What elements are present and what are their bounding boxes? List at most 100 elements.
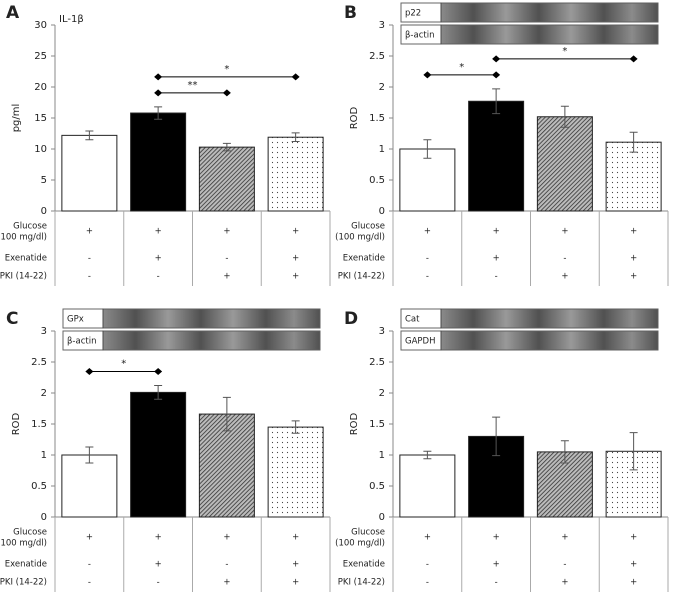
error-bar	[560, 440, 569, 464]
y-tick-label: 2.5	[31, 357, 47, 368]
treatment-label: PKI (14-22)	[338, 578, 385, 588]
significance-label: *	[224, 64, 229, 75]
bar	[61, 134, 118, 212]
treatment-mark: +	[86, 227, 93, 237]
treatment-mark: +	[223, 272, 230, 282]
treatment-mark: -	[426, 254, 429, 264]
error-bar	[222, 396, 231, 432]
blot-label: Cat	[405, 315, 420, 325]
bracket-end	[423, 71, 432, 79]
error-bar	[154, 385, 163, 400]
error-bar	[291, 132, 300, 143]
error-bar	[85, 446, 94, 464]
treatment-mark: -	[225, 560, 228, 570]
treatment-mark: +	[292, 560, 299, 570]
blot-label: β-actin	[405, 31, 434, 41]
blot-label: β-actin	[67, 337, 96, 347]
treatment-mark: +	[223, 227, 230, 237]
treatment-mark: +	[630, 578, 637, 588]
bracket-end	[154, 89, 163, 97]
treatment-label: (100 mg/dl)	[335, 539, 385, 549]
y-tick-label: 30	[34, 20, 47, 31]
y-tick-label: 1	[41, 450, 47, 461]
treatment-mark: -	[426, 272, 429, 282]
treatment-mark: +	[292, 227, 299, 237]
treatment-mark: +	[424, 227, 431, 237]
bar	[399, 454, 456, 518]
error-bar	[629, 432, 638, 471]
y-tick-label: 5	[41, 175, 47, 186]
treatment-mark: -	[495, 578, 498, 588]
error-bar	[85, 130, 94, 141]
bar	[536, 116, 593, 212]
error-bar	[492, 416, 501, 457]
bracket-end	[492, 71, 501, 79]
blot-image	[440, 2, 659, 23]
bar	[468, 100, 525, 212]
bracket-end	[291, 73, 300, 81]
treatment-label: Exenatide	[343, 254, 385, 264]
panel-label: B	[344, 3, 357, 23]
treatment-mark: +	[292, 578, 299, 588]
y-axis-label: ROD	[349, 106, 360, 129]
treatment-mark: +	[630, 254, 637, 264]
bar	[61, 454, 118, 518]
treatment-mark: +	[424, 533, 431, 543]
error-bar	[222, 142, 231, 152]
treatment-mark: -	[88, 560, 91, 570]
treatment-mark: +	[493, 227, 500, 237]
y-tick-label: 2.5	[369, 357, 385, 368]
y-tick-label: 15	[34, 113, 47, 124]
treatment-mark: -	[88, 254, 91, 264]
bracket-end	[85, 368, 94, 376]
treatment-mark: +	[155, 533, 162, 543]
bar	[267, 136, 324, 212]
y-axis-label: ROD	[11, 412, 22, 435]
y-tick-label: 2.5	[369, 51, 385, 62]
y-tick-label: 3	[379, 20, 385, 31]
blot-label: GPx	[67, 315, 84, 325]
treatment-label: (100 mg/dl)	[335, 233, 385, 243]
significance-label: *	[562, 46, 567, 57]
treatment-mark: +	[155, 254, 162, 264]
treatment-mark: -	[88, 272, 91, 282]
treatment-mark: +	[561, 533, 568, 543]
y-tick-label: 2	[41, 388, 47, 399]
blot-label: p22	[405, 9, 421, 19]
treatment-mark: +	[223, 533, 230, 543]
y-tick-label: 3	[379, 326, 385, 337]
treatment-mark: +	[561, 578, 568, 588]
error-bar	[560, 105, 569, 128]
treatment-mark: -	[88, 578, 91, 588]
y-tick-label: 0.5	[369, 175, 385, 186]
y-tick-label: 2	[379, 388, 385, 399]
treatment-label: Glucose	[351, 222, 385, 232]
significance-label: *	[459, 62, 464, 73]
treatment-mark: +	[630, 533, 637, 543]
treatment-label: PKI (14-22)	[0, 272, 47, 282]
y-tick-label: 2	[379, 82, 385, 93]
treatment-mark: -	[426, 560, 429, 570]
bar	[267, 426, 324, 518]
error-bar	[423, 450, 432, 460]
panel-label: A	[6, 3, 20, 23]
blot-image	[102, 330, 321, 351]
bracket-end	[492, 55, 501, 63]
bracket-end	[629, 55, 638, 63]
blot-image	[102, 308, 321, 329]
bracket-end	[154, 73, 163, 81]
treatment-mark: +	[493, 533, 500, 543]
treatment-mark: -	[225, 254, 228, 264]
treatment-mark: +	[561, 272, 568, 282]
treatment-mark: +	[292, 272, 299, 282]
y-tick-label: 1	[379, 144, 385, 155]
treatment-mark: -	[495, 272, 498, 282]
y-tick-label: 0	[41, 206, 47, 217]
treatment-mark: +	[493, 560, 500, 570]
treatment-mark: -	[563, 254, 566, 264]
y-tick-label: 0.5	[369, 481, 385, 492]
treatment-mark: -	[563, 560, 566, 570]
treatment-mark: +	[86, 533, 93, 543]
treatment-mark: +	[292, 533, 299, 543]
y-tick-label: 0	[379, 512, 385, 523]
